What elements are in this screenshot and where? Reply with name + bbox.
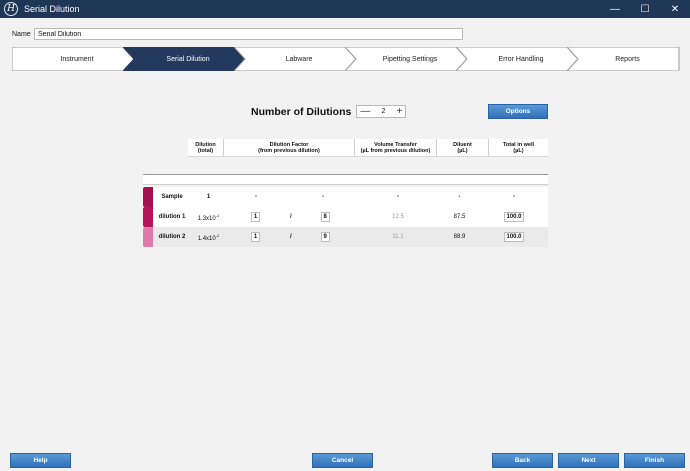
- well-volume-input[interactable]: 100.0: [504, 232, 524, 242]
- row-volume: 12.5: [392, 214, 404, 220]
- step-label: Labware: [285, 55, 313, 63]
- decrement-icon[interactable]: —: [360, 105, 371, 117]
- app-logo-icon: H: [4, 2, 18, 16]
- step-label: Serial Dilution: [166, 55, 210, 63]
- wizard-steps: Instrument Serial Dilution Labware Pipet…: [12, 47, 680, 71]
- row-color-tab: [143, 207, 153, 227]
- back-button[interactable]: Back: [492, 453, 553, 468]
- total-exponent: -1: [215, 212, 220, 218]
- row-dilution-total: 1.4x10-2: [191, 233, 226, 242]
- row-well: -: [480, 194, 540, 200]
- header-text: Dilution: [195, 141, 216, 148]
- row-color-tab: [143, 187, 153, 207]
- factor-denominator-input[interactable]: 8: [320, 212, 330, 222]
- cancel-button[interactable]: Cancel: [312, 453, 373, 468]
- step-label: Error Handling: [498, 55, 544, 63]
- row-factor: 1 / 9: [226, 232, 357, 242]
- finish-button[interactable]: Finish: [624, 453, 685, 468]
- table-row-sample: Sample 1 - - - - -: [143, 187, 548, 207]
- help-button[interactable]: Help: [10, 453, 71, 468]
- header-subtext: (µL from previous dilution): [360, 148, 431, 154]
- options-button[interactable]: Options: [488, 104, 548, 119]
- header-text: Diluent: [453, 141, 472, 148]
- next-button[interactable]: Next: [558, 453, 619, 468]
- well-text: -: [513, 194, 515, 200]
- window-title: Serial Dilution: [24, 4, 80, 14]
- well-volume-input[interactable]: 100.0: [504, 212, 524, 222]
- header-text: Total in well: [502, 141, 535, 148]
- dilutions-title: Number of Dilutions: [251, 105, 352, 118]
- dilution-table: Dilution (total) Dilution Factor (from p…: [143, 139, 548, 247]
- header-subtext: (from previous dilution): [258, 148, 320, 154]
- maximize-icon[interactable]: ☐: [640, 3, 650, 15]
- row-well: 100.0: [480, 232, 540, 242]
- factor-numerator-input[interactable]: 1: [251, 232, 260, 242]
- name-input[interactable]: [34, 28, 463, 40]
- step-labware[interactable]: Labware: [234, 47, 356, 71]
- row-volume: -: [397, 194, 399, 200]
- close-icon[interactable]: ✕: [670, 3, 680, 15]
- row-well: 100.0: [480, 212, 540, 222]
- wizard-frame: Name Instrument Serial Dilution Labware …: [0, 18, 690, 471]
- row-color-tab: [143, 227, 153, 247]
- table-row-dilution-2: dilution 2 1.4x10-2 1 / 9 11.1 88.9 100.…: [143, 227, 548, 247]
- total-exponent: -2: [215, 232, 220, 238]
- header-subtext: (µL): [513, 148, 524, 154]
- row-name: dilution 1: [158, 214, 186, 220]
- row-name: Sample: [161, 194, 183, 200]
- row-dilution-total: 1: [206, 194, 211, 200]
- factor-denominator-input[interactable]: 9: [320, 232, 330, 242]
- window-controls: — ☐ ✕: [600, 0, 690, 18]
- row-dilution-total: 1.3x10-1: [191, 213, 226, 222]
- step-reports[interactable]: Reports: [567, 47, 680, 71]
- increment-icon[interactable]: +: [396, 105, 403, 117]
- row-name: dilution 2: [158, 234, 186, 240]
- header-factor: Dilution Factor (from previous dilution): [223, 139, 354, 157]
- header-diluent: Diluent (µL): [436, 139, 488, 157]
- step-instrument[interactable]: Instrument: [12, 47, 134, 71]
- header-volume: Volume Transfer (µL from previous diluti…: [354, 139, 436, 157]
- step-serial-dilution[interactable]: Serial Dilution: [123, 47, 245, 71]
- header-subtext: (µL): [457, 148, 468, 154]
- name-label: Name: [12, 30, 31, 38]
- header-text: Dilution Factor: [269, 141, 309, 148]
- step-error-handling[interactable]: Error Handling: [456, 47, 578, 71]
- dilutions-stepper[interactable]: — 2 +: [356, 105, 407, 118]
- factor-denominator: -: [322, 194, 324, 200]
- table-row-dilution-1: dilution 1 1.3x10-1 1 / 8 12.5 87.5 100.…: [143, 207, 548, 227]
- header-subtext: (total): [197, 148, 214, 154]
- title-bar: H Serial Dilution — ☐ ✕: [0, 0, 690, 18]
- table-header: Dilution (total) Dilution Factor (from p…: [188, 139, 548, 157]
- step-label: Pipetting Settings: [382, 55, 438, 63]
- row-diluent: -: [458, 194, 461, 200]
- step-label: Reports: [615, 55, 640, 63]
- row-diluent: 87.5: [453, 214, 466, 220]
- dilutions-count[interactable]: 2: [381, 108, 386, 115]
- total-base: 1.4x10: [197, 235, 216, 242]
- name-row: Name: [12, 28, 463, 40]
- dilutions-header: Number of Dilutions — 2 +: [251, 105, 407, 118]
- header-total-in-well: Total in well (µL): [488, 139, 548, 157]
- step-pipetting-settings[interactable]: Pipetting Settings: [345, 47, 467, 71]
- row-diluent: 88.9: [453, 234, 466, 240]
- total-base: 1.3x10: [197, 215, 216, 222]
- factor-numerator: -: [255, 194, 257, 200]
- header-spacer: [143, 157, 548, 175]
- row-factor: 1 / 8: [226, 212, 357, 222]
- factor-slash: /: [290, 234, 292, 240]
- factor-slash: /: [290, 214, 292, 220]
- header-text: Volume Transfer: [374, 141, 417, 148]
- factor-numerator-input[interactable]: 1: [251, 212, 260, 222]
- header-dilution: Dilution (total): [188, 139, 223, 157]
- table-separator: [143, 175, 548, 185]
- row-factor: - -: [226, 194, 357, 200]
- minimize-icon[interactable]: —: [610, 3, 620, 15]
- step-label: Instrument: [60, 55, 94, 63]
- row-volume: 11.1: [392, 234, 404, 240]
